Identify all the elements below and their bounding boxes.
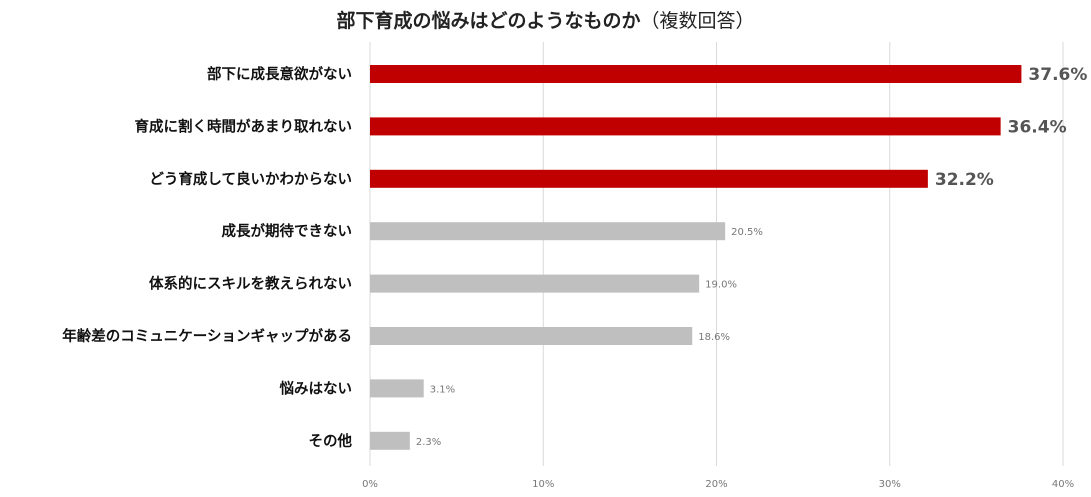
data-label: 18.6% xyxy=(698,332,730,343)
x-tick-label: 0% xyxy=(362,479,378,490)
data-label: 2.3% xyxy=(416,437,441,448)
bar xyxy=(370,169,928,188)
data-label: 19.0% xyxy=(705,280,737,291)
x-tick-label: 30% xyxy=(879,479,901,490)
bar xyxy=(370,222,726,241)
category-label: その他 xyxy=(309,432,353,450)
category-label: 成長が期待できない xyxy=(222,222,353,240)
data-label: 20.5% xyxy=(731,227,763,238)
bar xyxy=(370,379,424,398)
data-label: 37.6% xyxy=(1028,65,1087,85)
bar-layer xyxy=(370,65,1022,450)
chart-subtitle: （複数回答） xyxy=(640,10,755,32)
chart-title-main: 部下育成の悩みはどのようなものか xyxy=(336,10,641,32)
bar xyxy=(370,65,1022,83)
category-label: 悩みはない xyxy=(280,379,353,397)
chart-title: 部下育成の悩みはどのようなものか（複数回答） xyxy=(0,6,1091,33)
x-tick-label: 20% xyxy=(705,479,727,490)
category-label: 体系的にスキルを教えられない xyxy=(149,275,352,293)
category-label: 育成に割く時間があまり取れない xyxy=(135,117,353,135)
bar xyxy=(370,117,1001,136)
category-label: 年齢差のコミュニケーションギャップがある xyxy=(62,327,352,345)
data-label: 36.4% xyxy=(1008,117,1067,137)
x-tick-label: 10% xyxy=(532,479,554,490)
data-label: 3.1% xyxy=(430,384,455,395)
category-label: 部下に成長意欲がない xyxy=(207,65,352,83)
label-layer: 0% 10% 20% 30% 40% 部下に成長意欲がない 37.6% 育成に割く時間があまり… xyxy=(62,65,1087,490)
grid-layer xyxy=(369,42,1064,466)
bar xyxy=(370,327,693,345)
x-tick-label: 40% xyxy=(1052,479,1074,490)
bar xyxy=(370,274,700,293)
category-label: どう育成して良いかわからない xyxy=(149,170,352,188)
data-label: 32.2% xyxy=(935,170,994,190)
bar xyxy=(370,431,410,450)
